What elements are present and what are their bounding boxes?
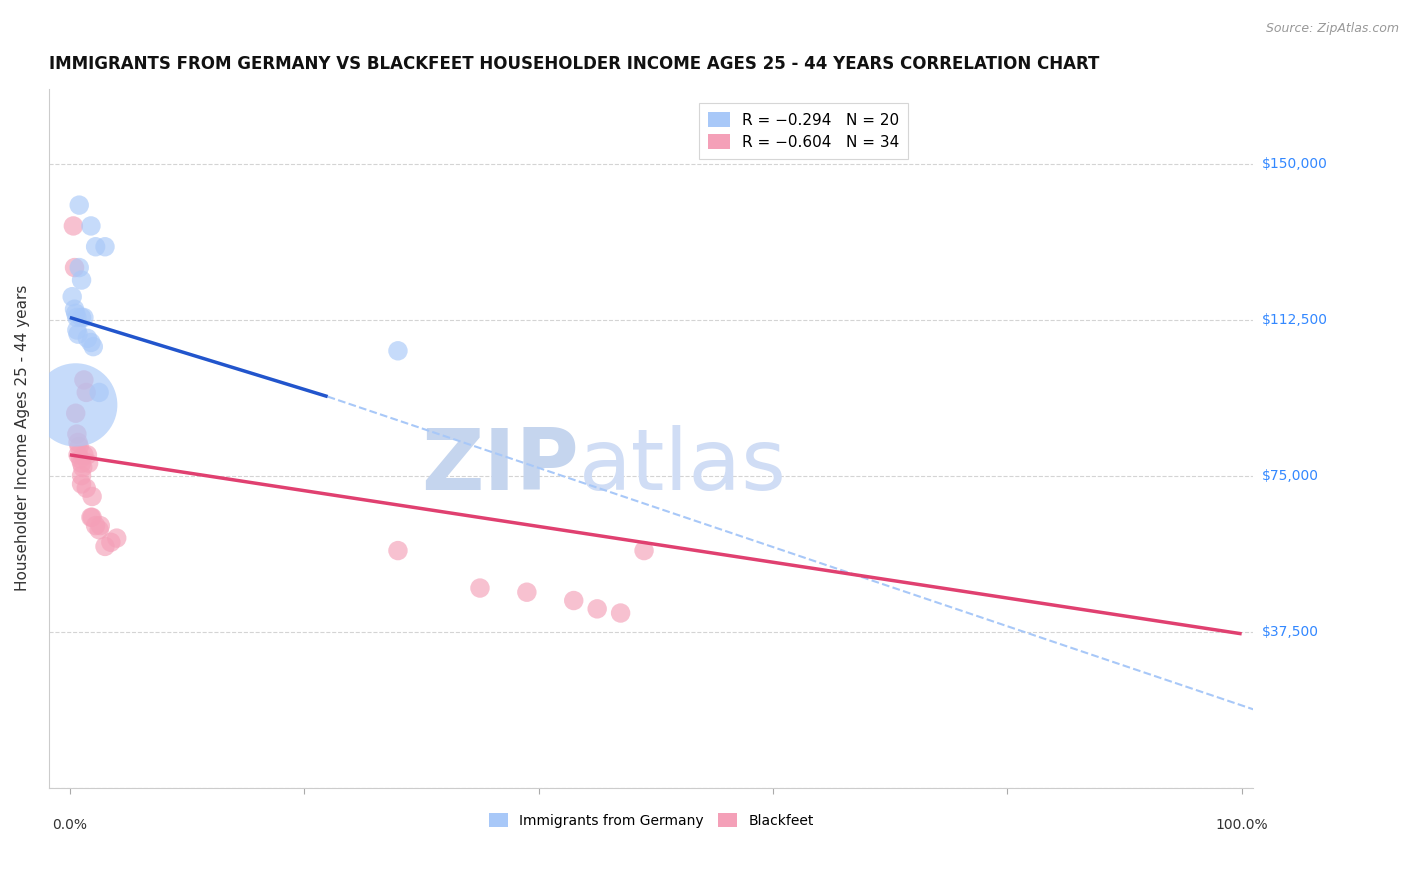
Text: IMMIGRANTS FROM GERMANY VS BLACKFEET HOUSEHOLDER INCOME AGES 25 - 44 YEARS CORRE: IMMIGRANTS FROM GERMANY VS BLACKFEET HOU… [49,55,1099,73]
Point [67,260,90,275]
Point [63,302,86,317]
Point [70,468,93,483]
Point [89,518,111,533]
Point [94,540,117,554]
Point [67,327,90,342]
Point [94,240,117,254]
Point [80,219,103,233]
Text: $150,000: $150,000 [1261,156,1327,170]
Point [80,335,103,350]
Point [73,310,96,325]
Point [73,448,96,462]
Point [72,460,94,475]
Y-axis label: Householder Income Ages 25 - 44 years: Householder Income Ages 25 - 44 years [15,285,30,591]
Text: ZIP: ZIP [420,425,579,508]
Point [89,523,111,537]
Text: Source: ZipAtlas.com: Source: ZipAtlas.com [1265,22,1399,36]
Point [75,481,97,495]
Point [66,323,89,337]
Point [70,456,93,470]
Text: 0.0%: 0.0% [52,818,87,832]
Point [63,260,86,275]
Point [62,219,84,233]
Point [633,543,655,558]
Point [82,510,104,524]
Point [562,593,585,607]
Text: atlas: atlas [579,425,787,508]
Text: $75,000: $75,000 [1261,468,1319,483]
Point [65,306,87,320]
Point [76,331,98,345]
Legend: Immigrants from Germany, Blackfeet: Immigrants from Germany, Blackfeet [484,808,820,833]
Point [100,535,122,549]
Point [65,398,87,412]
Point [82,340,104,354]
Point [65,406,87,420]
Point [66,310,89,325]
Point [75,385,97,400]
Point [82,490,104,504]
Point [105,531,128,545]
Point [67,198,90,212]
Point [89,385,111,400]
Point [60,290,83,304]
Point [387,543,409,558]
Point [387,343,409,358]
Point [84,240,107,254]
Text: $37,500: $37,500 [1261,624,1319,639]
Point [73,373,96,387]
Point [70,310,93,325]
Text: $112,500: $112,500 [1261,312,1327,326]
Point [468,581,491,595]
Point [67,448,90,462]
Point [66,427,89,442]
Point [70,273,93,287]
Point [76,448,98,462]
Point [67,435,90,450]
Point [67,440,90,454]
Point [69,452,91,467]
Point [586,602,609,616]
Text: 100.0%: 100.0% [1215,818,1268,832]
Point [77,456,100,470]
Point [80,510,103,524]
Point [516,585,538,599]
Point [609,606,631,620]
Point [70,477,93,491]
Point [84,518,107,533]
